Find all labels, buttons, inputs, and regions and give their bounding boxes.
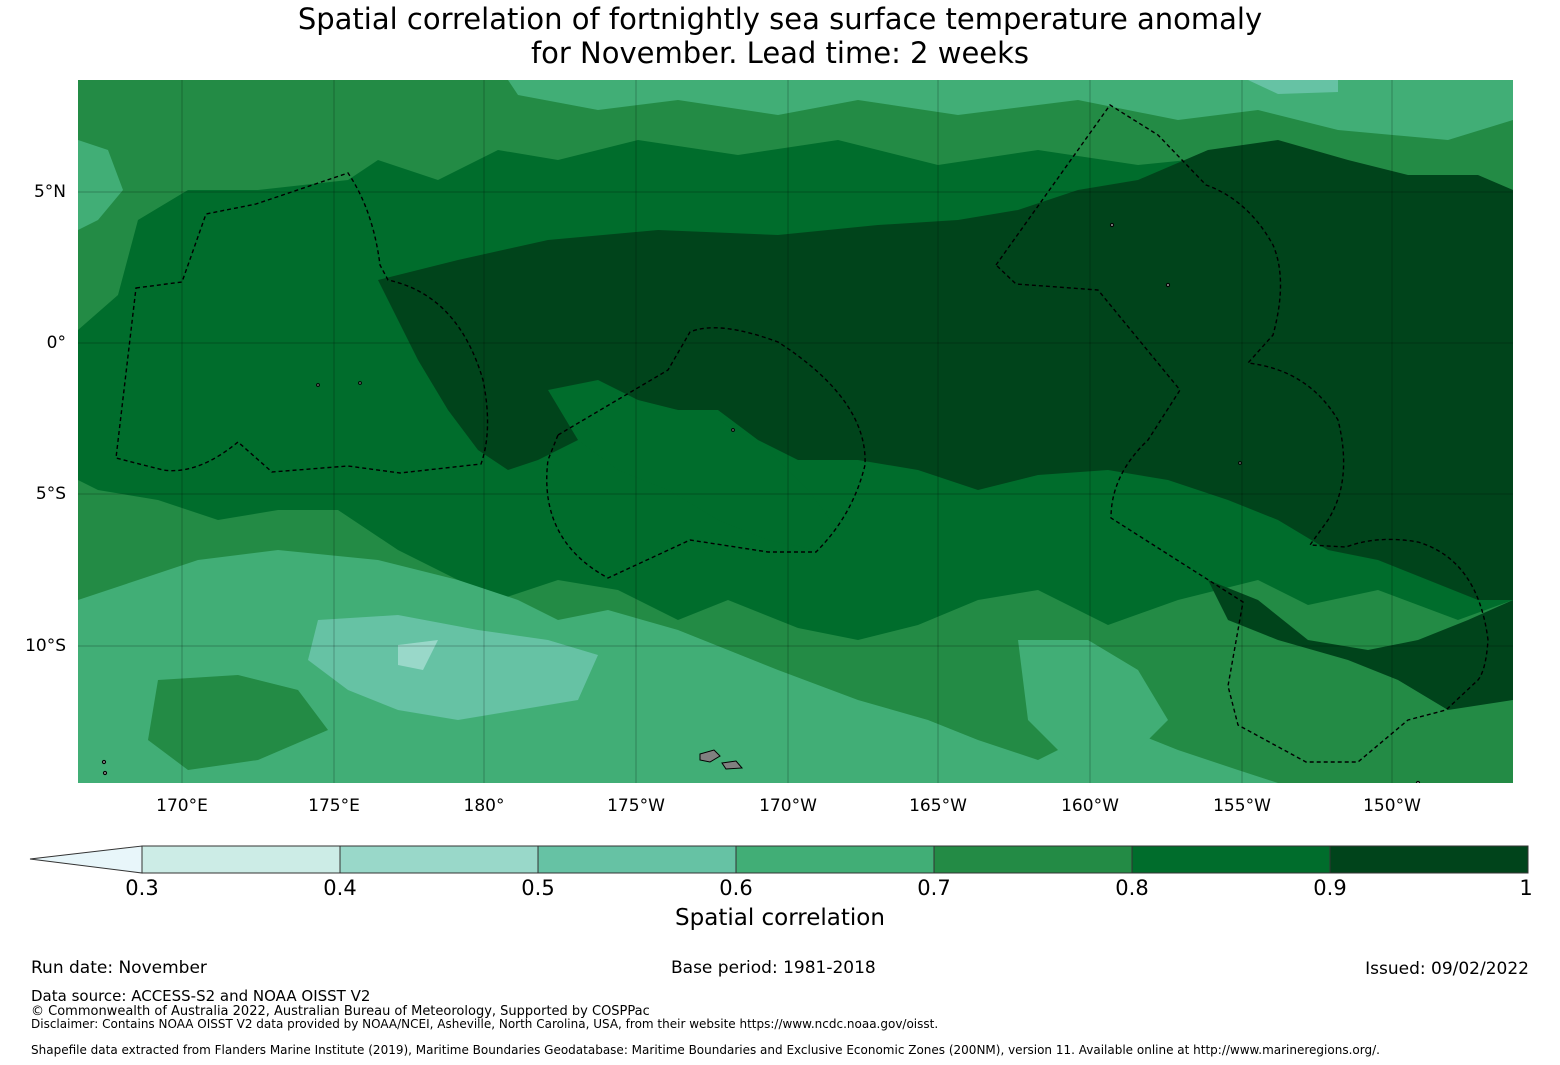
island-small [358,381,362,385]
field-south-light [78,550,1278,783]
eez-boundary-centre [546,327,866,579]
lon-label-170e: 170°E [156,796,208,816]
field-south-green-patch [148,675,328,770]
field-09-core [378,140,1513,600]
colorbar-tick-0.9: 0.9 [1313,876,1347,900]
lon-label-155w: 155°W [1213,796,1271,816]
lon-label-150w: 150°W [1363,796,1421,816]
lat-label-10s: 10°S [25,636,66,656]
island-samoa-west [699,749,721,763]
lon-label-165w: 165°W [909,796,967,816]
title-line-1: Spatial correlation of fortnightly sea s… [297,2,1263,36]
lat-label-5n: 5°N [33,182,66,202]
field-north-light [508,80,1513,140]
colorbar-tick-0.3: 0.3 [125,876,159,900]
colorbar-extend-arrow [29,845,143,874]
lon-label-180: 180° [463,796,505,816]
colorbar-bin-0.9-1 [1329,845,1529,874]
colorbar [29,845,1529,874]
island-small [316,383,320,387]
colorbar-bin-0.7-0.8 [933,845,1133,874]
disclaimer: Disclaimer: Contains NOAA OISST V2 data … [31,1017,939,1031]
field-east-light [1018,640,1168,760]
lat-label-5s: 5°S [35,484,66,504]
colorbar-tick-0.8: 0.8 [1115,876,1149,900]
colorbar-bin-0.8-0.9 [1131,845,1331,874]
chart-title: Spatial correlation of fortnightly sea s… [0,2,1560,70]
colorbar-tick-0.5: 0.5 [521,876,555,900]
islands [101,222,1421,783]
island-small [1238,461,1242,465]
field-south-lighter [308,615,598,720]
lon-label-175e: 175°E [308,796,360,816]
island-small [731,428,735,432]
lon-label-175w: 175°W [607,796,665,816]
island-small [1109,222,1115,228]
field-core-inset [548,380,838,550]
colorbar-tick-0.6: 0.6 [719,876,753,900]
lon-label-160w: 160°W [1061,796,1119,816]
colorbar-tick-0.7: 0.7 [917,876,951,900]
colorbar-bin-0.4-0.5 [339,845,539,874]
field-west-light [78,140,123,230]
correlation-map [78,80,1513,783]
map-canvas [78,80,1513,783]
colorbar-bin-0.6-0.7 [735,845,935,874]
colorbar-bin-0.5-0.6 [537,845,737,874]
eez-boundaries [115,104,1489,763]
island-small [1415,780,1421,783]
shapefile-credit: Shapefile data extracted from Flanders M… [31,1043,1380,1057]
field-south-palest [398,640,438,670]
colorbar-tick-1: 1 [1519,876,1533,900]
island-small [101,759,107,765]
colorbar-label: Spatial correlation [675,905,885,931]
base-period: Base period: 1981-2018 [671,958,876,978]
title-line-2: for November. Lead time: 2 weeks [530,36,1030,70]
graticule [78,80,1513,783]
field-core-east-lobe [1208,580,1513,710]
issued-date: Issued: 09/02/2022 [1365,959,1529,979]
island-small [102,770,108,776]
run-date: Run date: November [31,958,207,978]
colorbar-tick-0.4: 0.4 [323,876,357,900]
eez-boundary-east [995,104,1489,763]
colorbar-bin-0.3-0.4 [141,845,341,874]
eez-boundary-west [115,172,489,474]
lon-label-170w: 170°W [759,796,817,816]
island-small [1165,282,1171,288]
copyright: © Commonwealth of Australia 2022, Austra… [31,1004,650,1019]
data-source: Data source: ACCESS-S2 and NOAA OISST V2 [31,987,371,1005]
island-samoa-east [721,760,744,770]
lat-label-0: 0° [46,333,66,353]
field-north-lighter [1248,80,1338,94]
